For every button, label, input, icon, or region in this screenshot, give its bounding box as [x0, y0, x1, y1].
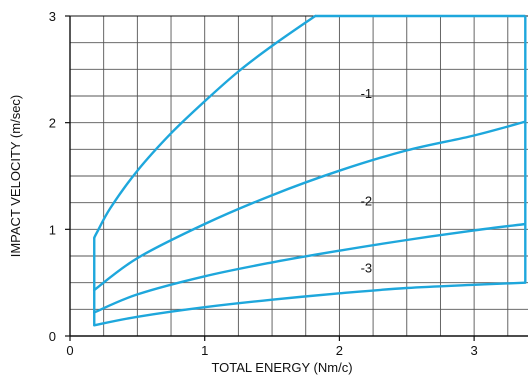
envelope: [93, 14, 527, 326]
x-axis-title: TOTAL ENERGY (Nm/c): [211, 360, 352, 375]
y-ticks: 0 1 2 3: [49, 9, 70, 344]
y-tick-label: 3: [49, 9, 56, 24]
series-label-3: -3: [361, 261, 373, 276]
curve-labels: -1 -2 -3: [361, 86, 373, 276]
series-line-1: [93, 14, 317, 240]
curves: [93, 14, 527, 327]
x-tick-label: 3: [471, 343, 478, 358]
series-label-2: -2: [361, 194, 373, 209]
series-line-3: [93, 222, 527, 314]
y-tick-label: 2: [49, 116, 56, 131]
x-tick-label: 0: [66, 343, 73, 358]
series-line-4: [93, 281, 527, 327]
y-tick-label: 0: [49, 329, 56, 344]
x-tick-label: 2: [336, 343, 343, 358]
y-axis-title: IMPACT VELOCITY (m/sec): [8, 95, 23, 258]
x-ticks: 0 1 2 3: [66, 336, 478, 358]
x-tick-label: 1: [201, 343, 208, 358]
grid: [70, 16, 528, 336]
y-tick-label: 1: [49, 222, 56, 237]
series-line-2: [93, 120, 527, 292]
series-label-1: -1: [361, 86, 373, 101]
